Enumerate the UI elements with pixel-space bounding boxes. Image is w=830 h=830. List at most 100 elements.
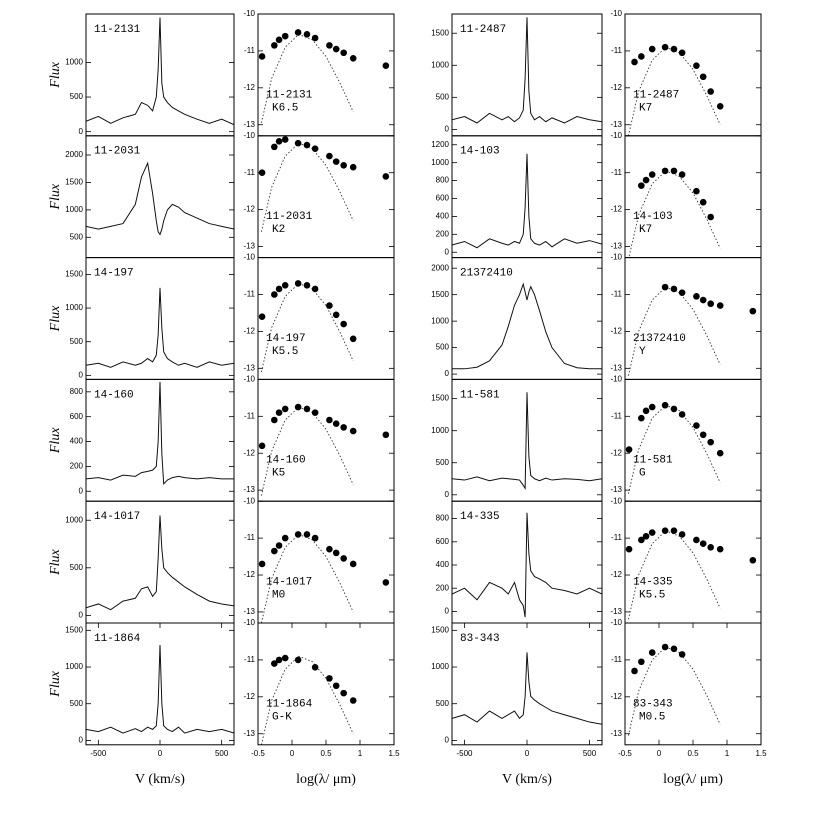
sed-point (631, 667, 638, 675)
panel-label: 11-2131 (94, 24, 141, 36)
plot-area (452, 652, 602, 725)
sed-point (294, 139, 302, 147)
sed-point (332, 311, 340, 319)
x-tick-label: -500 (90, 749, 107, 758)
x-tick-label: 0.5 (320, 749, 332, 758)
sed-point (638, 658, 645, 666)
x-axis-label: V (km/s) (502, 772, 552, 787)
sed-point (349, 335, 357, 343)
spectral-type: G (639, 468, 646, 480)
sed-point (625, 545, 633, 553)
plot-area (260, 654, 357, 745)
spectral-type: K2 (272, 224, 285, 236)
sed-point (303, 531, 311, 538)
sed-point (258, 313, 266, 320)
sed-point (281, 654, 289, 662)
sed-point (382, 173, 390, 180)
panel-label: 14-1017 (266, 576, 312, 588)
spectrum-line (452, 512, 602, 618)
sed-point (294, 29, 302, 36)
sed-point (707, 438, 714, 446)
sed-point (382, 431, 390, 439)
x-tick-label: 1 (725, 749, 730, 758)
sed-point (661, 43, 669, 51)
y-tick-label: 400 (70, 437, 84, 446)
sed-point (642, 532, 650, 540)
y-axis-label: Flux (48, 305, 63, 332)
sed-point (332, 158, 340, 165)
x-tick-label: 0 (158, 749, 163, 758)
y-tick-label: 200 (436, 229, 450, 238)
plot-area (258, 403, 390, 496)
y-tick-label: -11 (244, 533, 256, 542)
y-tick-label: -13 (610, 729, 622, 738)
sed-point (271, 660, 278, 667)
sed-point (281, 534, 289, 542)
plot-area (258, 280, 357, 373)
sed-point (638, 182, 645, 189)
y-tick-label: 500 (70, 232, 84, 241)
y-tick-label: -13 (610, 120, 622, 129)
sed-point (678, 651, 686, 658)
y-tick-label: -12 (243, 570, 255, 579)
y-tick-label: 1000 (431, 158, 449, 167)
sed-point (693, 536, 700, 544)
sed-point (271, 416, 278, 424)
sed-point (642, 407, 650, 415)
panel-label: 11-581 (633, 455, 673, 467)
sed-point (670, 405, 678, 413)
sed-point (349, 163, 357, 171)
y-tick-label: -10 (610, 496, 622, 505)
y-tick-label: 1000 (431, 316, 449, 325)
y-tick-label: 200 (70, 462, 84, 471)
x-tick-label: 1 (358, 749, 363, 758)
plot-area (86, 17, 234, 126)
sed-point (716, 449, 724, 457)
panel-label: 14-335 (633, 576, 673, 588)
panel-label: 14-103 (460, 146, 500, 158)
sed-point (271, 547, 278, 555)
y-tick-label: 1500 (65, 270, 83, 279)
spectral-type: K7 (639, 102, 652, 114)
y-tick-label: -12 (243, 448, 255, 457)
plot-area (628, 167, 721, 258)
plot-area (452, 512, 602, 618)
y-tick-label: 0 (445, 607, 450, 616)
panel-label: 11-2131 (266, 89, 313, 101)
x-tick-label: -0.5 (251, 749, 265, 758)
plot-area (86, 287, 234, 368)
sed-point (693, 422, 700, 429)
y-tick-label: -11 (611, 290, 623, 299)
y-tick-label: 1500 (431, 28, 449, 37)
y-tick-label: 0 (445, 369, 450, 378)
plot-area (452, 282, 602, 370)
y-tick-label: 1500 (431, 394, 449, 403)
y-tick-label: 1000 (65, 205, 83, 214)
sed-point (678, 411, 686, 418)
panel-label: 11-2031 (94, 146, 141, 158)
x-tick-label: 0.5 (687, 749, 699, 758)
y-tick-label: 2000 (431, 263, 449, 272)
y-tick-label: 1500 (431, 290, 449, 299)
plot-area (258, 29, 390, 123)
x-tick-label: 1.5 (388, 749, 400, 758)
spectral-type: Y (639, 346, 646, 358)
panel-label: 11-1864 (94, 633, 141, 645)
x-tick-label: -0.5 (618, 749, 632, 758)
sed-point (693, 62, 700, 69)
plot-area (452, 153, 602, 249)
y-tick-label: -11 (611, 655, 623, 664)
y-tick-label: -13 (610, 607, 622, 616)
x-axis-label: log(λ/ μm) (296, 772, 356, 787)
spectral-type: K7 (639, 224, 652, 236)
sed-point (678, 531, 686, 538)
sed-point (340, 555, 347, 562)
y-tick-label: 0 (79, 736, 84, 745)
sed-point (326, 675, 333, 682)
sed-point (661, 401, 669, 409)
y-tick-label: -11 (611, 411, 623, 420)
x-tick-label: 0 (657, 749, 662, 758)
y-tick-label: 1000 (65, 662, 83, 671)
sed-point (340, 424, 347, 431)
photosphere-model (260, 655, 354, 745)
